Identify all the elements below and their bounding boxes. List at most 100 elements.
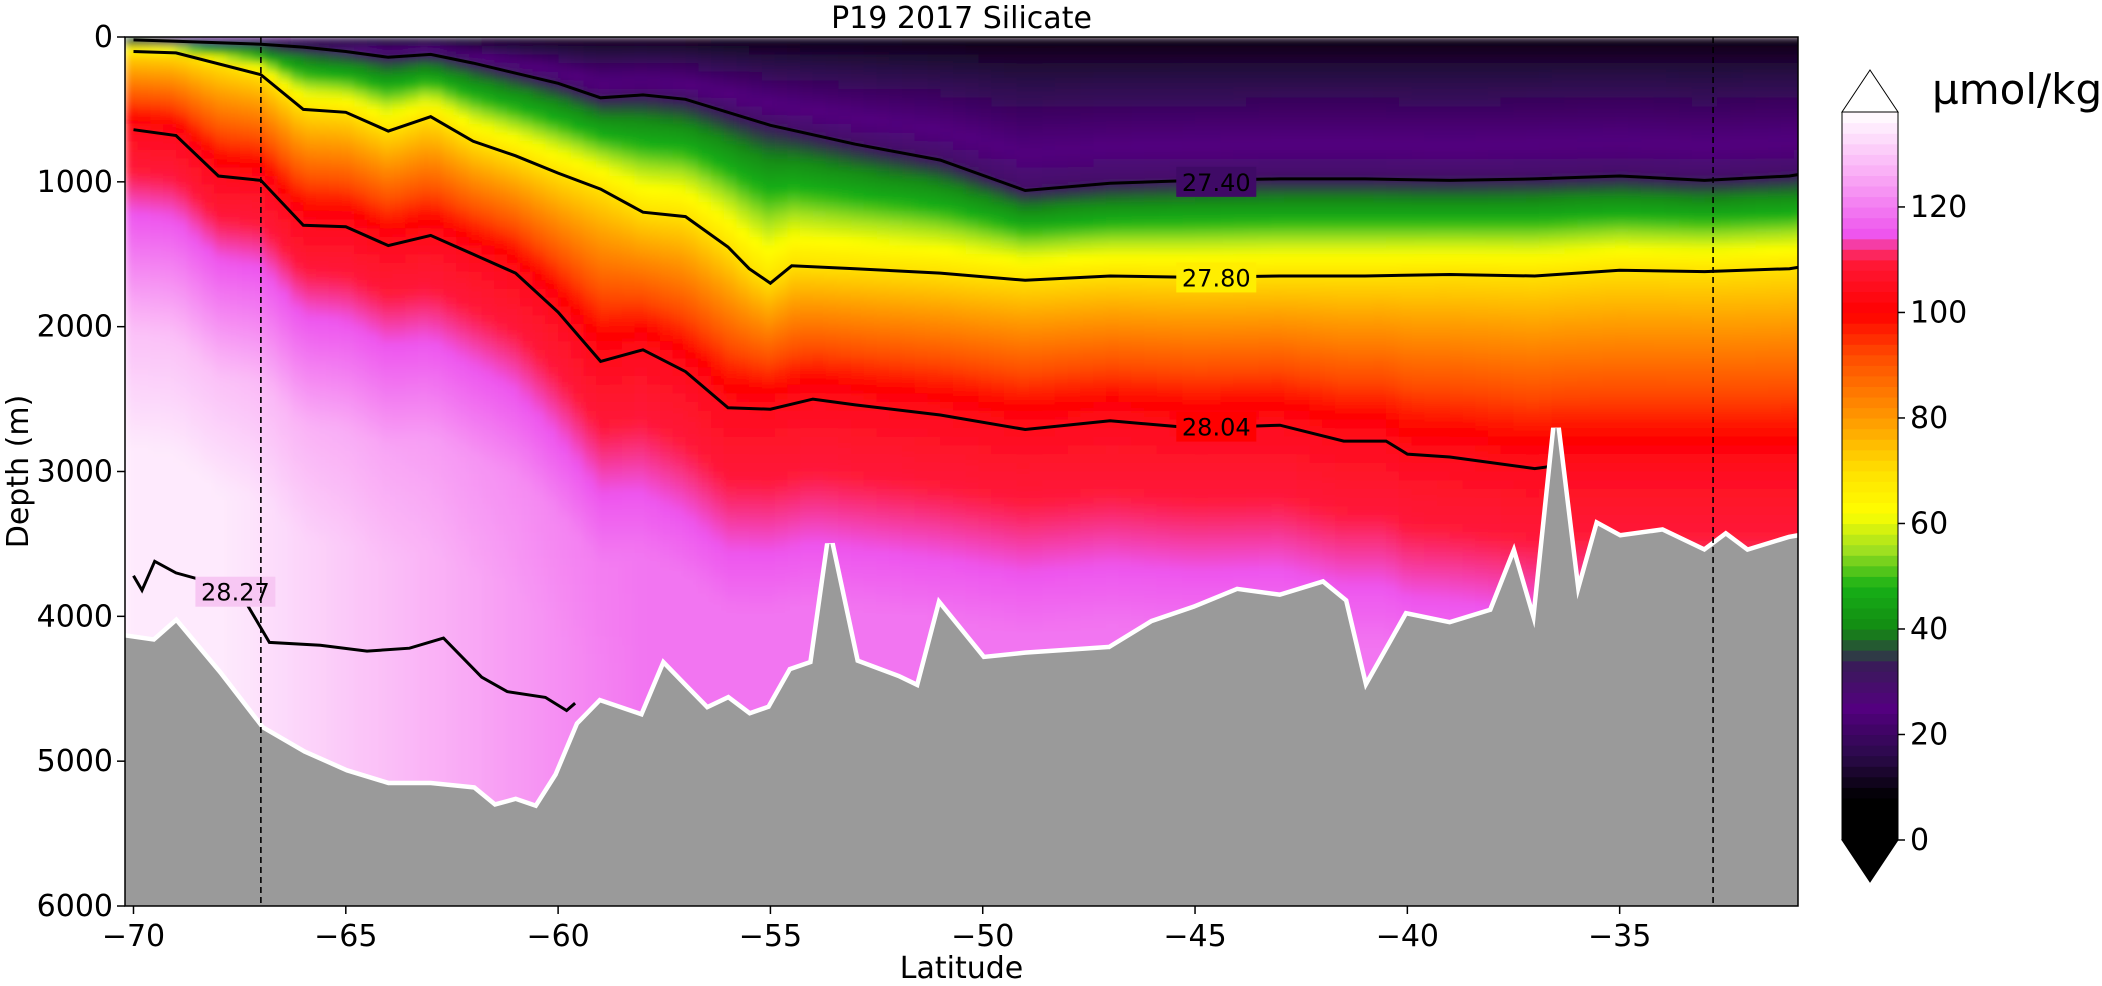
silicate-cell <box>609 106 623 117</box>
silicate-cell <box>596 306 611 317</box>
silicate-cell <box>736 280 751 291</box>
silicate-cell <box>354 480 369 491</box>
silicate-cell <box>494 123 509 134</box>
silicate-cell <box>749 471 764 482</box>
silicate-cell <box>277 593 292 604</box>
silicate-cell <box>328 63 343 73</box>
silicate-cell <box>723 315 738 325</box>
silicate-cell <box>303 106 318 117</box>
silicate-cell <box>176 384 190 395</box>
silicate-cell <box>226 228 241 239</box>
silicate-cell <box>392 306 407 317</box>
silicate-cell <box>570 210 585 221</box>
silicate-cell <box>303 184 318 195</box>
silicate-cell <box>354 393 369 404</box>
silicate-cell <box>621 323 636 334</box>
silicate-cell <box>430 245 445 256</box>
silicate-cell <box>150 619 165 630</box>
silicate-cell <box>316 515 330 525</box>
silicate-cell <box>685 193 700 204</box>
silicate-cell <box>125 471 139 482</box>
silicate-cell <box>176 393 190 404</box>
silicate-cell <box>418 515 432 525</box>
silicate-cell <box>392 462 407 473</box>
silicate-cell <box>226 202 241 212</box>
silicate-cell <box>647 488 662 499</box>
silicate-cell <box>226 349 241 360</box>
silicate-cell <box>354 150 369 160</box>
silicate-cell <box>418 419 432 430</box>
silicate-cell <box>583 636 598 647</box>
silicate-cell <box>583 106 598 117</box>
silicate-cell <box>647 549 662 560</box>
silicate-cell <box>214 245 229 256</box>
silicate-cell <box>647 54 662 65</box>
silicate-cell <box>723 497 738 508</box>
silicate-cell <box>226 236 241 247</box>
silicate-cell <box>570 323 585 334</box>
silicate-cell <box>430 123 445 134</box>
silicate-cell <box>660 419 674 430</box>
silicate-cell <box>711 688 725 699</box>
silicate-cell <box>634 593 649 604</box>
silicate-cell <box>328 236 343 247</box>
silicate-cell <box>137 488 152 499</box>
silicate-cell <box>468 176 483 186</box>
silicate-cell <box>265 106 279 117</box>
silicate-cell <box>749 236 764 247</box>
silicate-cell <box>519 358 534 369</box>
silicate-cell <box>290 349 305 360</box>
silicate-cell <box>468 332 483 343</box>
silicate-cell <box>277 219 292 230</box>
silicate-cell <box>583 367 598 378</box>
silicate-cell <box>328 306 343 317</box>
silicate-cell <box>252 636 267 647</box>
silicate-cell <box>328 332 343 343</box>
silicate-cell <box>405 619 420 630</box>
silicate-cell <box>723 176 738 186</box>
silicate-cell <box>621 89 636 99</box>
silicate-cell <box>749 393 764 404</box>
silicate-cell <box>163 210 178 221</box>
silicate-cell <box>430 601 445 612</box>
silicate-cell <box>341 471 356 482</box>
silicate-cell <box>519 410 534 421</box>
silicate-cell <box>685 210 700 221</box>
silicate-cell <box>685 132 700 143</box>
silicate-cell <box>392 480 407 491</box>
silicate-cell <box>609 532 623 543</box>
silicate-cell <box>290 358 305 369</box>
silicate-cell <box>545 315 560 325</box>
silicate-cell <box>494 393 509 404</box>
silicate-cell <box>290 341 305 351</box>
silicate-cell <box>379 245 394 256</box>
silicate-cell <box>379 45 394 56</box>
silicate-cell <box>392 341 407 351</box>
silicate-cell <box>303 341 318 351</box>
silicate-cell <box>163 549 178 560</box>
silicate-cell <box>685 89 700 99</box>
silicate-cell <box>468 767 483 777</box>
silicate-cell <box>125 384 139 395</box>
silicate-cell <box>443 601 458 612</box>
silicate-cell <box>290 323 305 334</box>
silicate-cell <box>163 176 178 186</box>
silicate-cell <box>443 575 458 586</box>
silicate-cell <box>328 193 343 204</box>
silicate-cell <box>685 671 700 682</box>
silicate-cell <box>188 176 203 186</box>
silicate-cell <box>583 697 598 708</box>
silicate-cell <box>481 89 496 99</box>
silicate-cell <box>430 515 445 525</box>
silicate-cell <box>354 627 369 638</box>
silicate-cell <box>303 297 318 308</box>
silicate-cell <box>647 471 662 482</box>
silicate-cell <box>507 254 522 265</box>
silicate-cell <box>672 228 687 239</box>
silicate-cell <box>328 176 343 186</box>
silicate-cell <box>341 97 356 108</box>
silicate-cell <box>328 210 343 221</box>
silicate-cell <box>405 419 420 430</box>
silicate-cell <box>239 167 254 178</box>
